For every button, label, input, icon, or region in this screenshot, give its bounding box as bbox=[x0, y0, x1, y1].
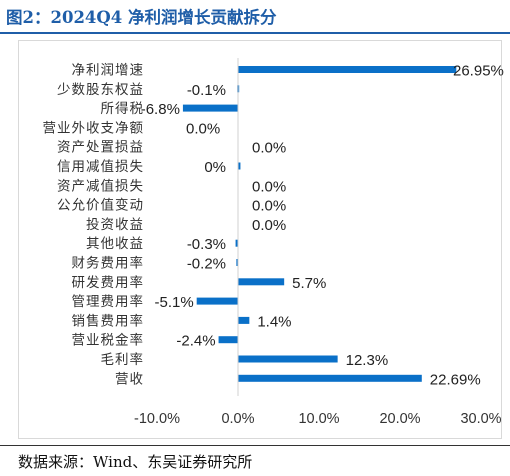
x-tick-label: 0.0% bbox=[221, 411, 254, 427]
x-tick-label: 30.0% bbox=[460, 411, 501, 427]
footer-divider bbox=[0, 445, 510, 446]
category-label: 财务费用率 bbox=[72, 255, 145, 272]
category-label: 营业外收支净额 bbox=[43, 120, 145, 136]
bar bbox=[182, 104, 238, 112]
data-label: -0.3% bbox=[187, 236, 226, 253]
x-tick-label: 10.0% bbox=[298, 411, 339, 427]
data-label: 0.0% bbox=[186, 120, 220, 137]
category-label: 信用减值损失 bbox=[57, 159, 144, 175]
bar bbox=[238, 278, 285, 286]
category-label: 所得税 bbox=[101, 100, 145, 117]
title-divider bbox=[0, 32, 510, 34]
data-label: 0.0% bbox=[252, 198, 286, 215]
data-label: 5.7% bbox=[292, 275, 326, 292]
category-label: 公允价值变动 bbox=[57, 198, 144, 214]
bar bbox=[235, 239, 238, 247]
figure-title: 图2：2024Q4 净利润增长贡献拆分 bbox=[6, 8, 277, 27]
category-label: 资产减值损失 bbox=[57, 178, 144, 194]
category-label: 毛利率 bbox=[101, 351, 145, 368]
chart-plot-area: 净利润增速 26.95% 少数股东权益 -0.1% 所得税-6.8% 营业外收支净额 0.0… bbox=[43, 58, 504, 427]
bar bbox=[238, 66, 457, 73]
contribution-bar-chart: 净利润增速 26.95% 少数股东权益 -0.1% 所得税-6.8% 营业外收支净额 0.0… bbox=[43, 58, 504, 427]
bar bbox=[238, 162, 241, 170]
x-tick-label: -10.0% bbox=[134, 411, 180, 427]
category-label: 营收 bbox=[115, 371, 144, 387]
data-label: 26.95% bbox=[453, 63, 504, 80]
data-label: -0.1% bbox=[187, 82, 226, 99]
chart-frame bbox=[18, 40, 502, 439]
data-label: -2.4% bbox=[176, 333, 215, 350]
data-label: 22.69% bbox=[430, 371, 481, 388]
bar bbox=[236, 259, 239, 266]
category-label: 销售费用率 bbox=[72, 312, 145, 329]
category-label: 其他收益 bbox=[86, 236, 144, 252]
data-label: 1.4% bbox=[257, 313, 291, 330]
bar bbox=[196, 297, 238, 305]
x-tick-label: 20.0% bbox=[379, 411, 420, 427]
data-label: 0% bbox=[204, 159, 226, 176]
category-label: 资产处置损益 bbox=[57, 140, 144, 156]
data-label: 0.0% bbox=[252, 217, 286, 234]
category-label: 研发费用率 bbox=[72, 274, 145, 291]
bar bbox=[218, 336, 238, 344]
data-label: -0.2% bbox=[187, 256, 226, 273]
data-source-note: 数据来源：Wind、东吴证券研究所 bbox=[18, 453, 253, 471]
figure-title-bar: 图2：2024Q4 净利润增长贡献拆分 bbox=[0, 0, 510, 34]
category-label: 少数股东权益 bbox=[57, 81, 144, 98]
data-label: 12.3% bbox=[346, 352, 389, 369]
data-label: -5.1% bbox=[155, 294, 194, 311]
data-label: 0.0% bbox=[252, 140, 286, 157]
bar bbox=[238, 374, 422, 382]
data-label: -6.8% bbox=[141, 101, 180, 118]
category-label: 净利润增速 bbox=[72, 63, 145, 79]
bar bbox=[238, 316, 250, 324]
category-label: 营业税金率 bbox=[72, 332, 145, 349]
bar bbox=[238, 355, 338, 363]
data-label: 0.0% bbox=[252, 178, 286, 195]
category-label: 投资收益 bbox=[86, 217, 144, 233]
category-label: 管理费用率 bbox=[72, 293, 145, 310]
